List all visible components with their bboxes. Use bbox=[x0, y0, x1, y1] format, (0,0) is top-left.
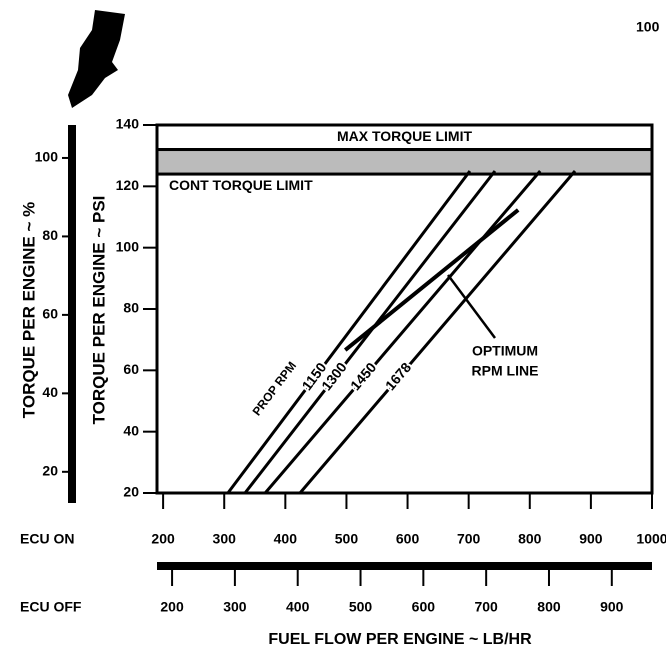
y-tick-label: 80 bbox=[123, 300, 139, 316]
y-tick-label: 20 bbox=[123, 484, 139, 500]
x2-tick-label: 500 bbox=[349, 599, 373, 615]
rpm-line bbox=[226, 170, 472, 494]
x-tick-label: 500 bbox=[335, 531, 359, 547]
x-tick-label: 800 bbox=[518, 531, 542, 547]
x2-tick-label: 600 bbox=[412, 599, 436, 615]
x2-tick-label: 300 bbox=[223, 599, 247, 615]
y2-tick-label: 80 bbox=[42, 227, 58, 243]
y-tick-label: 40 bbox=[123, 422, 139, 438]
x-tick-label: 900 bbox=[579, 531, 603, 547]
y2-tick-label: 40 bbox=[42, 384, 58, 400]
y2-tick-label: 20 bbox=[42, 463, 58, 479]
y2-axis-title: TORQUE PER ENGINE ~ % bbox=[19, 202, 38, 418]
x-tick-label: 200 bbox=[151, 531, 175, 547]
y-axis-title: TORQUE PER ENGINE ~ PSI bbox=[89, 196, 108, 425]
optimum-line bbox=[343, 208, 520, 352]
x2-tick-label: 900 bbox=[600, 599, 624, 615]
x2-axis-name: ECU OFF bbox=[20, 599, 82, 615]
y-tick-label: 140 bbox=[116, 116, 140, 132]
y-tick-label: 120 bbox=[116, 177, 140, 193]
x-tick-label: 300 bbox=[213, 531, 237, 547]
y2-tick-label: 60 bbox=[42, 306, 58, 322]
x-tick-label: 1000 bbox=[636, 531, 666, 547]
x2-axis-bar bbox=[157, 562, 652, 570]
x-tick-label: 400 bbox=[274, 531, 298, 547]
y2-tick-label: 100 bbox=[35, 149, 59, 165]
hand-icon bbox=[68, 10, 125, 108]
band-label: MAX TORQUE LIMIT bbox=[337, 128, 473, 144]
x2-tick-label: 200 bbox=[160, 599, 184, 615]
optimum-label: OPTIMUM bbox=[472, 343, 538, 359]
page-number: 100 bbox=[636, 19, 660, 35]
y-tick-label: 60 bbox=[123, 361, 139, 377]
rpm-line bbox=[298, 170, 577, 494]
band-label: CONT TORQUE LIMIT bbox=[169, 177, 313, 193]
optimum-label: RPM LINE bbox=[472, 363, 539, 379]
pointer-line bbox=[446, 274, 497, 339]
x2-tick-label: 700 bbox=[474, 599, 498, 615]
x-tick-label: 700 bbox=[457, 531, 481, 547]
y-tick-label: 100 bbox=[116, 238, 140, 254]
x-tick-label: 600 bbox=[396, 531, 420, 547]
rpm-line bbox=[264, 170, 542, 494]
x-axis-title: FUEL FLOW PER ENGINE ~ LB/HR bbox=[268, 631, 532, 648]
limit-band bbox=[155, 148, 654, 176]
x-axis-name: ECU ON bbox=[20, 531, 74, 547]
x2-tick-label: 800 bbox=[537, 599, 561, 615]
x2-tick-label: 400 bbox=[286, 599, 310, 615]
